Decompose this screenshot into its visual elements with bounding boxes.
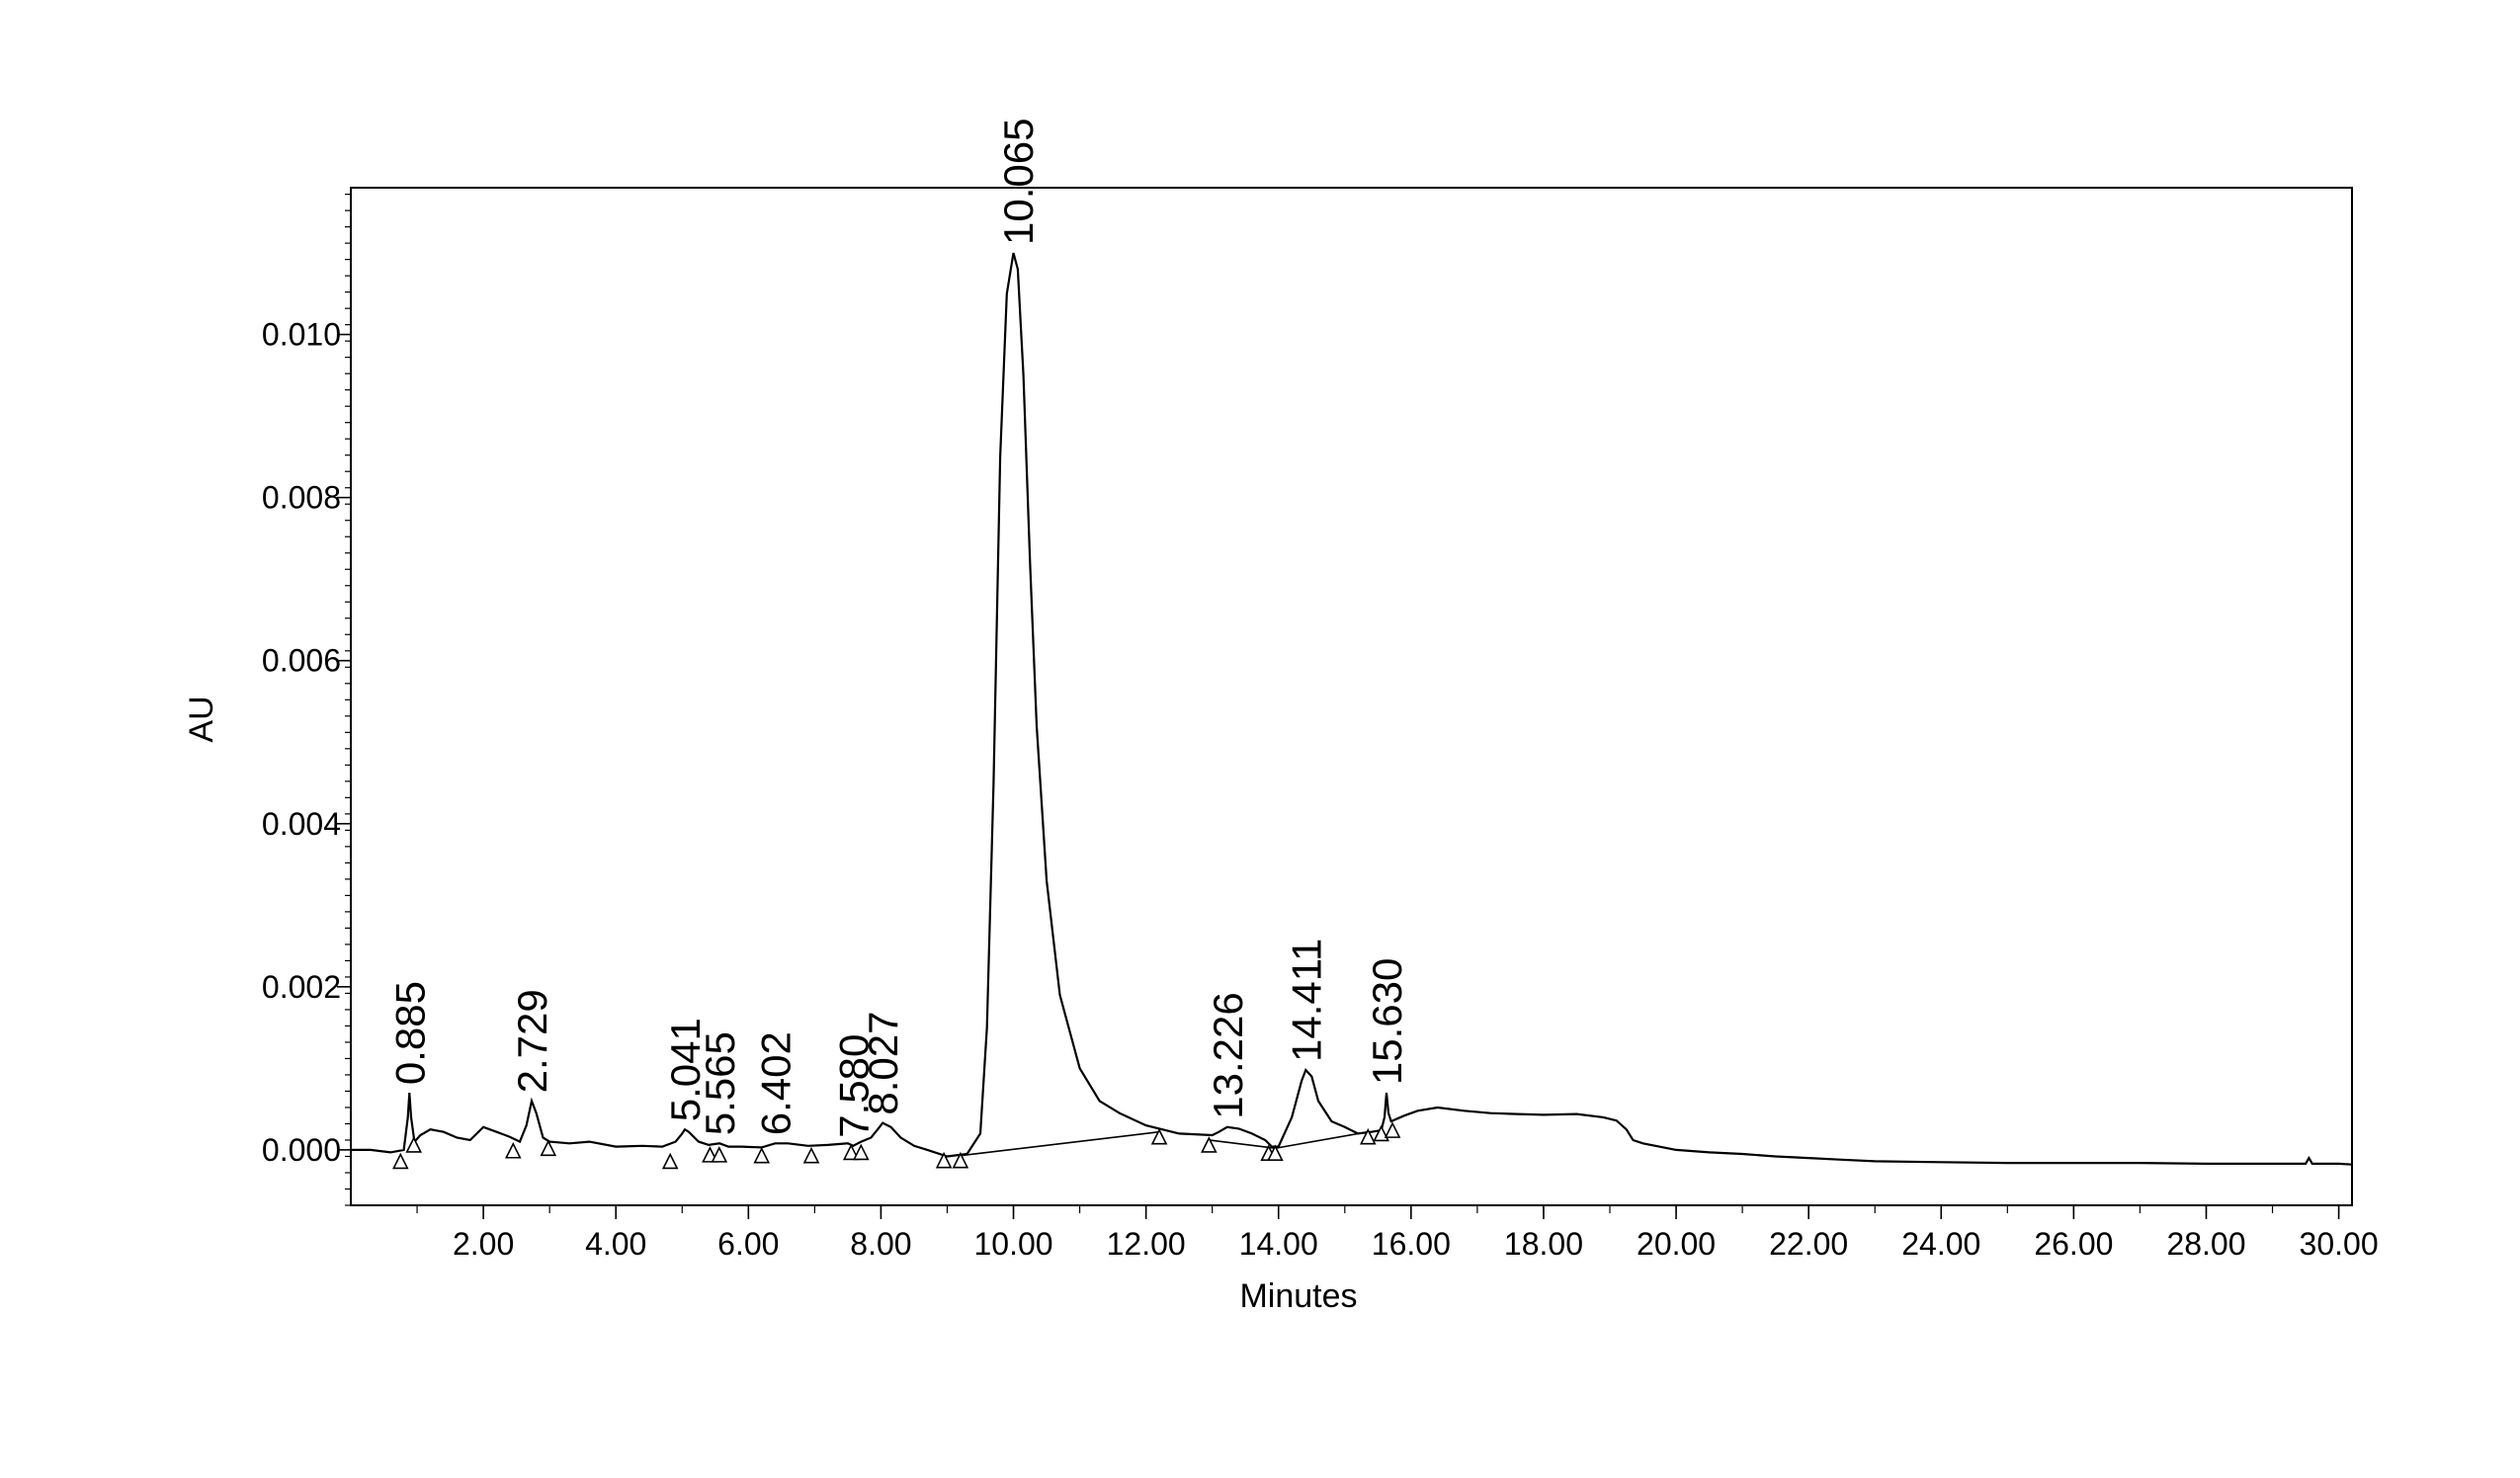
x-tick-label: 10.00 [973,1226,1052,1262]
peak-label: 5.041 [662,1018,709,1121]
peak-label: 13.226 [1205,992,1251,1118]
x-tick-label: 18.00 [1504,1226,1583,1262]
y-tick-label: 0.000 [262,1132,341,1168]
baseline-segment [1275,1130,1369,1150]
integration-marker [711,1146,728,1163]
x-tick-label: 2.00 [453,1226,514,1262]
integration-marker [1359,1127,1377,1145]
peak-label: 7.580 [830,1034,877,1138]
integration-marker [853,1143,870,1161]
integration-marker [952,1151,969,1169]
y-tick-label: 0.004 [262,806,341,842]
peak-label: 15.630 [1364,958,1410,1085]
x-tick-label: 8.00 [850,1226,911,1262]
peak-label: 0.885 [386,981,433,1085]
baseline-segment [1209,1139,1276,1150]
integration-marker [1373,1124,1389,1142]
integration-marker [391,1152,409,1170]
x-tick-label: 30.00 [2300,1226,2379,1262]
y-axis-title: AU [183,696,220,742]
integration-marker [753,1146,771,1164]
integration-marker [504,1141,522,1159]
x-tick-label: 12.00 [1107,1226,1186,1262]
integration-markers [391,1121,1401,1170]
y-tick-label: 0.010 [262,317,341,353]
x-axis-title: Minutes [1239,1277,1357,1315]
x-tick-label: 6.00 [717,1226,779,1262]
chromatogram-trace [351,252,2353,1166]
peak-label: 5.565 [697,1031,743,1135]
integration-marker [1267,1144,1284,1162]
integration-marker [661,1152,679,1170]
integration-marker [405,1136,422,1153]
integration-marker [1201,1136,1218,1153]
y-tick-label: 0.006 [262,643,341,679]
x-tick-label: 24.00 [1901,1226,1980,1262]
x-tick-label: 28.00 [2166,1226,2245,1262]
integration-marker [540,1139,557,1157]
integration-marker [1384,1121,1401,1138]
integration-baselines [960,1130,1369,1157]
baseline-segment [960,1130,1160,1157]
peak-label: 6.402 [752,1031,798,1135]
peak-label: 2.729 [509,989,555,1093]
plot-frame [350,187,2353,1206]
x-tick-label: 20.00 [1637,1226,1716,1262]
peak-label: 10.065 [995,119,1042,245]
integration-marker [1150,1127,1168,1145]
peak-label: 8.027 [860,1012,906,1115]
integration-marker [842,1143,860,1161]
peak-label: 14.411 [1283,939,1329,1062]
integration-marker [935,1151,953,1169]
y-axis-ticks: 0.000 0.002 0.004 0.006 0.008 0.010 [262,194,351,1206]
x-tick-label: 14.00 [1239,1226,1318,1262]
x-tick-label: 22.00 [1769,1226,1848,1262]
x-tick-label: 26.00 [2034,1226,2113,1262]
y-tick-label: 0.008 [262,480,341,516]
x-tick-label: 16.00 [1372,1226,1451,1262]
y-tick-label: 0.002 [262,969,341,1005]
x-axis-ticks: 2.00 4.00 6.00 8.00 10.00 12.00 14.00 16.00 18.0… [416,1205,2379,1262]
integration-marker [802,1146,820,1164]
x-tick-label: 4.00 [585,1226,646,1262]
